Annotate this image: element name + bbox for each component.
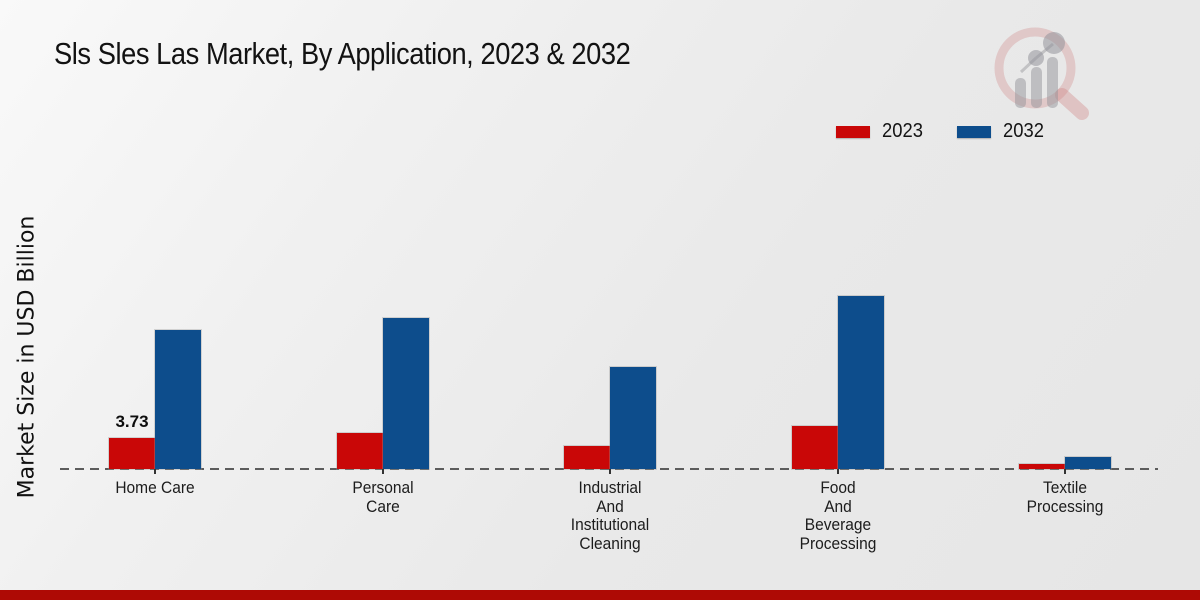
bar-2032-home-care [155,330,201,469]
bar-2023-food-and-beverage-processing [791,426,838,469]
x-axis-tick-personal-care [381,469,384,474]
category-label-industrial-and-institutional-cleaning: Industrial And Institutional Cleaning [570,479,650,553]
legend-swatch-2023 [836,125,870,138]
category-label-food-and-beverage-processing: Food And Beverage Processing [799,479,876,553]
footer-accent-bar [0,590,1200,600]
bar-2023-industrial-and-institutional-cleaning [564,446,610,469]
legend: 2023 2032 [836,120,1047,143]
legend-label-2032: 2032 [1002,120,1044,142]
legend-item-2023: 2023 [836,120,927,143]
bar-2032-textile-processing [1065,457,1111,469]
category-label-textile-processing: Textile Processing [1026,479,1104,516]
category-label-home-care: Home Care [115,479,195,497]
x-axis-tick-home-care [154,469,156,474]
bar-2032-industrial-and-institutional-cleaning [610,367,656,469]
legend-item-2032: 2032 [956,120,1048,143]
x-axis-tick-textile-processing [1064,469,1066,474]
bar-2032-food-and-beverage-processing [837,296,884,469]
chart-title: Sls Sles Las Market, By Application, 202… [54,36,631,71]
bar-2023-home-care [109,438,155,469]
data-label-2023-home-care: 3.73 [115,412,149,431]
legend-swatch-2032 [956,125,991,138]
x-axis-tick-food-and-beverage-processing [836,469,839,474]
bar-2023-personal-care [336,433,383,469]
bar-2032-personal-care [382,318,429,469]
x-axis-tick-industrial-and-institutional-cleaning [609,469,611,474]
legend-label-2023: 2023 [882,120,923,142]
bar-2023-textile-processing [1019,464,1065,469]
magnifier-chart-logo-icon [994,27,1089,120]
category-label-personal-care: Personal Care [351,479,414,516]
